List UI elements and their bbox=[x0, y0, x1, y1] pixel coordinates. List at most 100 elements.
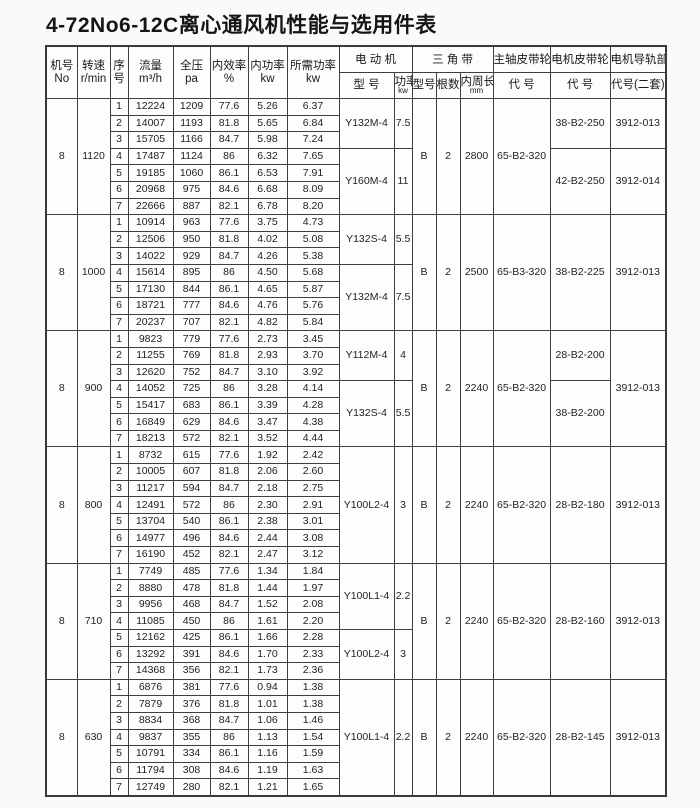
table-row: 6 18721 777 84.6 4.76 5.76 bbox=[46, 297, 666, 315]
pressure-cell: 1124 bbox=[172, 147, 211, 166]
header-line: 型 号 bbox=[353, 79, 380, 92]
internal-power-cell: 1.44 bbox=[247, 579, 288, 597]
motor-pulley-code-cell: 38-B2-200 bbox=[549, 380, 611, 448]
table-row: 2 8880 478 81.8 1.44 1.97 bbox=[46, 579, 666, 597]
efficiency-cell: 77.6 bbox=[209, 446, 249, 465]
required-power-cell: 1.65 bbox=[286, 778, 340, 797]
rail-code-cell: 3912-013 bbox=[609, 678, 667, 797]
flow-cell: 16849 bbox=[127, 413, 174, 431]
flow-cell: 12491 bbox=[127, 496, 174, 514]
required-power-cell: 4.28 bbox=[286, 396, 340, 415]
flow-cell: 11255 bbox=[127, 346, 174, 365]
table-row: 2 10005 607 81.8 2.06 2.60 bbox=[46, 463, 666, 481]
efficiency-cell: 86 bbox=[209, 612, 249, 630]
header-line: r/min bbox=[80, 72, 107, 85]
motor-model-cell: Y132S-4 bbox=[338, 380, 395, 448]
motor-pulley-code-cell: 42-B2-250 bbox=[549, 147, 611, 216]
efficiency-cell: 84.6 bbox=[209, 761, 249, 780]
seq-cell: 1 bbox=[109, 678, 129, 697]
required-power-cell: 3.01 bbox=[286, 512, 340, 531]
motor-pulley-code-cell: 28-B2-200 bbox=[549, 330, 611, 382]
header-row-1: 机号 No 转速 r/min 序号流量 m³/h 全压 pa 内效率% 内功率 kw 所需功率 kw 电 … bbox=[45, 45, 667, 99]
col-header-efficiency: 内效率% bbox=[209, 45, 249, 99]
subcol-header-shaft-pulley-code: 代 号 bbox=[492, 72, 551, 99]
speed-cell: 1120 bbox=[76, 97, 111, 216]
efficiency-cell: 81.8 bbox=[209, 579, 249, 597]
col-header-pressure: 全压 pa bbox=[172, 45, 211, 99]
efficiency-cell: 84.6 bbox=[209, 180, 249, 199]
header-line: 功率 bbox=[394, 75, 411, 88]
header-line: 代 号 bbox=[566, 79, 594, 92]
pressure-cell: 777 bbox=[172, 297, 211, 315]
efficiency-cell: 81.8 bbox=[209, 346, 249, 365]
flow-cell: 9823 bbox=[127, 330, 174, 348]
table-row: 3 15705 1166 84.7 5.98 7.24 bbox=[46, 131, 666, 149]
efficiency-cell: 81.8 bbox=[209, 463, 249, 481]
table-row: 8 900 1 9823 779 77.6 2.73 3.45 Y112M-4 4 B 2 2240 65… bbox=[45, 330, 667, 448]
pressure-cell: 280 bbox=[172, 778, 211, 797]
performance-table: 机号 No 转速 r/min 序号流量 m³/h 全压 pa 内效率% 内功率 kw 所需功率 kw 电 … bbox=[45, 45, 668, 797]
rail-code-cell: 3912-013 bbox=[609, 446, 667, 564]
required-power-cell: 3.45 bbox=[286, 330, 340, 348]
internal-power-cell: 6.68 bbox=[247, 180, 288, 199]
rail-code-cell: 3912-013 bbox=[609, 330, 667, 448]
motor-power-cell: 2.2 bbox=[393, 678, 413, 797]
motor-model-cell: Y132M-4 bbox=[338, 98, 395, 149]
efficiency-cell: 81.8 bbox=[209, 230, 249, 249]
efficiency-cell: 86.1 bbox=[209, 164, 249, 182]
pressure-cell: 707 bbox=[172, 313, 211, 332]
seq-cell: 4 bbox=[109, 147, 129, 166]
machine-no-cell: 8 bbox=[45, 330, 78, 448]
table-row: 4 12491 572 86 2.30 2.91 bbox=[46, 496, 666, 514]
seq-cell: 7 bbox=[109, 546, 129, 564]
seq-cell: 7 bbox=[109, 197, 129, 216]
flow-cell: 11217 bbox=[127, 479, 174, 498]
internal-power-cell: 6.32 bbox=[247, 147, 288, 166]
seq-cell: 7 bbox=[109, 313, 129, 332]
header-line: 转速 bbox=[82, 60, 105, 72]
seq-cell: 5 bbox=[109, 280, 129, 299]
seq-cell: 3 bbox=[109, 131, 129, 149]
flow-cell: 12620 bbox=[127, 363, 174, 382]
seq-cell: 7 bbox=[109, 429, 129, 448]
seq-cell: 4 bbox=[109, 612, 129, 630]
seq-cell: 6 bbox=[109, 645, 129, 664]
efficiency-cell: 82.1 bbox=[209, 778, 249, 797]
speed-cell: 1000 bbox=[76, 214, 111, 332]
efficiency-cell: 86.1 bbox=[209, 512, 249, 531]
flow-cell: 12224 bbox=[127, 98, 174, 116]
subcol-header-belt-strands: 根数 bbox=[435, 72, 461, 99]
internal-power-cell: 1.52 bbox=[247, 595, 288, 614]
internal-power-cell: 1.16 bbox=[247, 745, 288, 763]
pressure-cell: 485 bbox=[172, 562, 211, 581]
table-row: 3 12620 752 84.7 3.10 3.92 bbox=[46, 363, 666, 382]
shaft-pulley-code-cell: 65-B3-320 bbox=[492, 214, 551, 332]
header-line: 型号 bbox=[412, 79, 436, 92]
internal-power-cell: 1.73 bbox=[247, 662, 288, 680]
pressure-cell: 779 bbox=[172, 330, 211, 348]
seq-cell: 2 bbox=[109, 579, 129, 597]
group-header-motor-rail: 电机导轨部 bbox=[609, 45, 667, 73]
machine-no-cell: 8 bbox=[45, 214, 78, 332]
motor-power-cell: 3 bbox=[393, 446, 413, 564]
seq-cell: 5 bbox=[109, 396, 129, 415]
motor-model-cell: Y100L2-4 bbox=[338, 629, 395, 680]
group-header-shaft-pulley: 主轴皮带轮 bbox=[492, 45, 551, 73]
header-line: No bbox=[54, 72, 70, 85]
internal-power-cell: 1.19 bbox=[247, 761, 288, 780]
flow-cell: 15705 bbox=[127, 131, 174, 149]
machine-no-cell: 8 bbox=[45, 97, 78, 216]
efficiency-cell: 82.1 bbox=[209, 197, 249, 216]
pressure-cell: 450 bbox=[172, 612, 211, 630]
required-power-cell: 7.24 bbox=[286, 131, 340, 149]
header-line: 代 号 bbox=[508, 79, 535, 92]
required-power-cell: 2.42 bbox=[286, 446, 340, 465]
internal-power-cell: 2.18 bbox=[247, 479, 288, 498]
pressure-cell: 683 bbox=[172, 396, 211, 415]
table-row: 8 630 1 6876 381 77.6 0.94 1.38 Y100L1-4 2.2 B 2 224… bbox=[45, 678, 667, 797]
motor-model-cell: Y132S-4 bbox=[338, 214, 395, 265]
required-power-cell: 2.60 bbox=[286, 463, 340, 481]
col-header-internal-power: 内功率 kw bbox=[247, 45, 288, 99]
pressure-cell: 425 bbox=[172, 629, 211, 647]
seq-cell: 1 bbox=[109, 446, 129, 465]
